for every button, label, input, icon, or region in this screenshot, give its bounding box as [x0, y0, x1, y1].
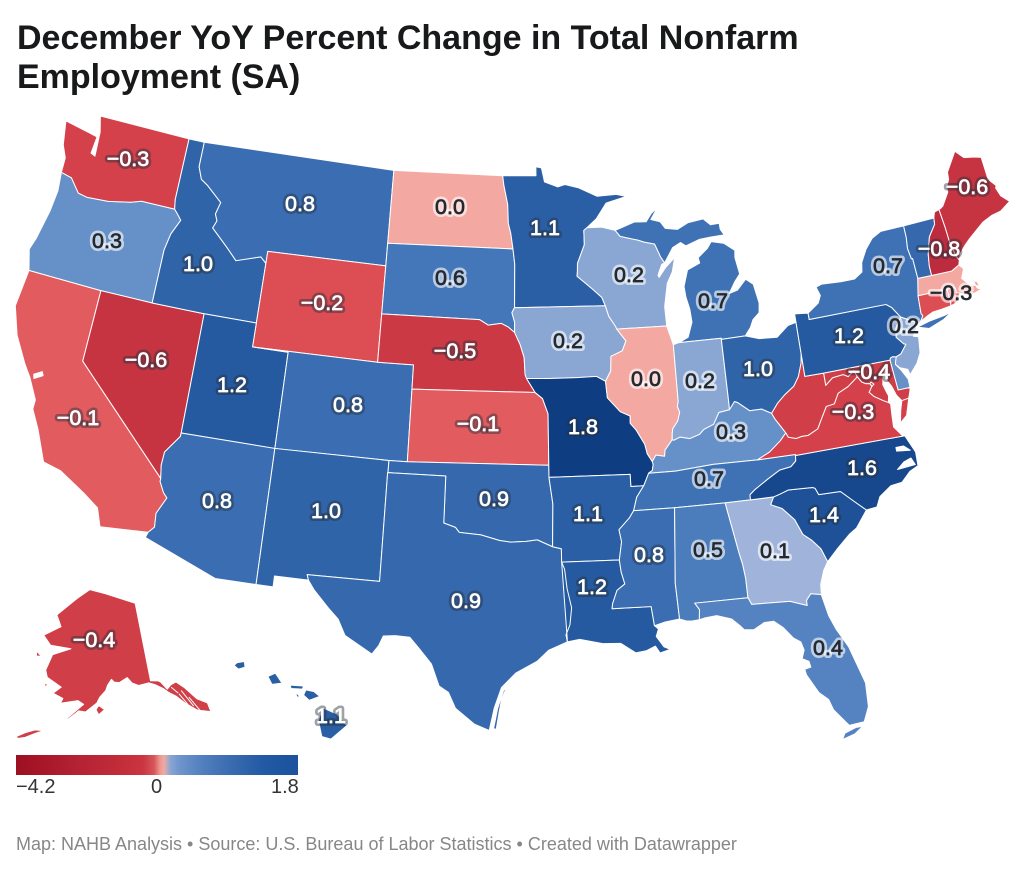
svg-text:−0.5: −0.5	[434, 339, 476, 363]
svg-text:0.8: 0.8	[202, 489, 232, 513]
svg-text:0.4: 0.4	[813, 636, 843, 660]
svg-text:0.5: 0.5	[693, 538, 723, 562]
svg-text:−0.1: −0.1	[57, 406, 99, 430]
svg-text:−0.3: −0.3	[930, 281, 972, 305]
svg-text:0.8: 0.8	[333, 393, 363, 417]
svg-text:1.2: 1.2	[217, 373, 247, 397]
svg-text:0.0: 0.0	[631, 367, 661, 391]
svg-text:−0.3: −0.3	[930, 281, 972, 305]
svg-text:0.3: 0.3	[716, 420, 746, 444]
svg-text:−0.1: −0.1	[457, 412, 499, 436]
svg-text:0.7: 0.7	[698, 289, 728, 313]
svg-text:0.6: 0.6	[435, 266, 465, 290]
svg-text:0.5: 0.5	[693, 538, 723, 562]
svg-text:0.0: 0.0	[435, 195, 465, 219]
svg-text:0.7: 0.7	[873, 254, 903, 278]
svg-text:0.8: 0.8	[285, 192, 315, 216]
svg-text:0.1: 0.1	[760, 539, 790, 563]
svg-text:1.2: 1.2	[577, 575, 607, 599]
svg-text:1.1: 1.1	[573, 502, 603, 526]
svg-text:0.2: 0.2	[685, 369, 715, 393]
svg-text:1.4: 1.4	[809, 503, 839, 527]
svg-text:−0.4: −0.4	[848, 360, 890, 384]
svg-text:0.4: 0.4	[813, 636, 843, 660]
svg-text:0.0: 0.0	[631, 367, 661, 391]
svg-text:−0.8: −0.8	[918, 237, 960, 261]
svg-text:−0.4: −0.4	[73, 628, 115, 652]
svg-text:0.3: 0.3	[92, 229, 122, 253]
svg-text:−0.6: −0.6	[125, 348, 167, 372]
svg-text:0.8: 0.8	[333, 393, 363, 417]
svg-text:0.2: 0.2	[614, 263, 644, 287]
svg-text:1.0: 1.0	[311, 499, 341, 523]
svg-text:0.0: 0.0	[435, 195, 465, 219]
svg-text:0.1: 0.1	[760, 539, 790, 563]
svg-text:1.6: 1.6	[847, 456, 877, 480]
svg-text:−0.6: −0.6	[946, 175, 988, 199]
svg-text:−0.2: −0.2	[301, 291, 343, 315]
svg-text:0.2: 0.2	[889, 314, 919, 338]
svg-text:−0.8: −0.8	[918, 237, 960, 261]
svg-text:1.0: 1.0	[183, 252, 213, 276]
svg-text:0.7: 0.7	[694, 467, 724, 491]
svg-text:0.8: 0.8	[285, 192, 315, 216]
svg-text:1.0: 1.0	[743, 357, 773, 381]
svg-text:0.7: 0.7	[873, 254, 903, 278]
svg-text:0.3: 0.3	[716, 420, 746, 444]
svg-text:0.9: 0.9	[451, 589, 481, 613]
svg-text:0.2: 0.2	[553, 329, 583, 353]
svg-text:1.8: 1.8	[568, 415, 598, 439]
svg-text:1.4: 1.4	[809, 503, 839, 527]
svg-text:−0.5: −0.5	[434, 339, 476, 363]
svg-text:1.0: 1.0	[183, 252, 213, 276]
svg-text:1.1: 1.1	[573, 502, 603, 526]
svg-text:−0.6: −0.6	[946, 175, 988, 199]
svg-text:−0.1: −0.1	[457, 412, 499, 436]
svg-text:0.3: 0.3	[92, 229, 122, 253]
svg-text:1.2: 1.2	[217, 373, 247, 397]
svg-text:0.7: 0.7	[698, 289, 728, 313]
svg-text:0.9: 0.9	[479, 487, 509, 511]
svg-text:−0.3: −0.3	[832, 400, 874, 424]
svg-text:1.1: 1.1	[530, 216, 560, 240]
svg-text:−0.6: −0.6	[125, 348, 167, 372]
svg-text:1.1: 1.1	[316, 704, 346, 728]
svg-text:1.6: 1.6	[847, 456, 877, 480]
svg-text:0.2: 0.2	[553, 329, 583, 353]
svg-text:1.1: 1.1	[316, 704, 346, 728]
svg-text:1.0: 1.0	[311, 499, 341, 523]
svg-text:0.2: 0.2	[614, 263, 644, 287]
svg-text:0.8: 0.8	[634, 543, 664, 567]
svg-text:1.2: 1.2	[834, 324, 864, 348]
svg-text:0.2: 0.2	[685, 369, 715, 393]
svg-text:0.8: 0.8	[634, 543, 664, 567]
svg-text:1.2: 1.2	[577, 575, 607, 599]
svg-text:1.8: 1.8	[568, 415, 598, 439]
svg-text:1.0: 1.0	[743, 357, 773, 381]
svg-text:1.2: 1.2	[834, 324, 864, 348]
svg-text:0.2: 0.2	[889, 314, 919, 338]
svg-text:0.8: 0.8	[202, 489, 232, 513]
svg-text:−0.3: −0.3	[107, 147, 149, 171]
svg-text:−0.1: −0.1	[57, 406, 99, 430]
svg-text:−0.3: −0.3	[832, 400, 874, 424]
svg-text:0.9: 0.9	[479, 487, 509, 511]
svg-text:0.6: 0.6	[435, 266, 465, 290]
svg-text:−0.2: −0.2	[301, 291, 343, 315]
svg-text:0.9: 0.9	[451, 589, 481, 613]
svg-text:−0.3: −0.3	[107, 147, 149, 171]
svg-text:−0.4: −0.4	[73, 628, 115, 652]
svg-text:−0.4: −0.4	[848, 360, 890, 384]
svg-text:1.1: 1.1	[530, 216, 560, 240]
svg-text:0.7: 0.7	[694, 467, 724, 491]
